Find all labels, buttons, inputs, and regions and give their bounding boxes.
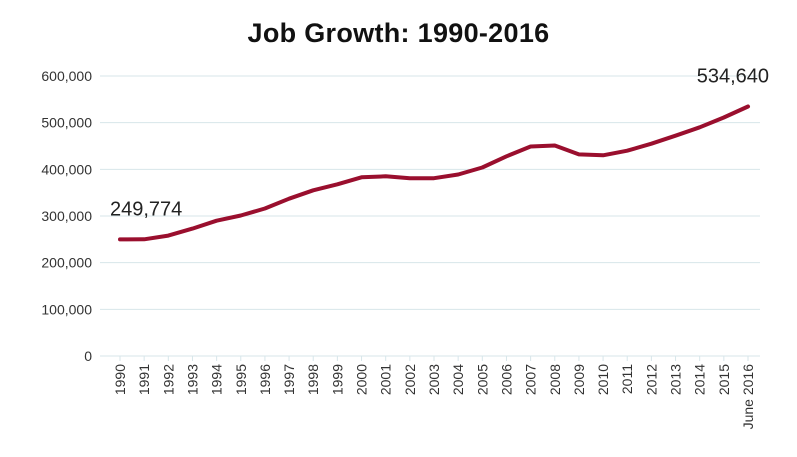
data-point-26 (746, 105, 750, 109)
data-point-4 (215, 219, 219, 223)
data-point-19 (577, 152, 581, 156)
data-point-21 (625, 149, 629, 153)
data-point-14 (456, 172, 460, 176)
x-tick-label-11: 2001 (378, 364, 394, 395)
data-point-23 (674, 134, 678, 138)
x-tick-label-4: 1994 (209, 364, 225, 395)
data-point-17 (529, 144, 533, 148)
x-tick-label-22: 2012 (643, 364, 659, 395)
data-point-13 (432, 176, 436, 180)
data-point-6 (263, 207, 267, 211)
x-tick-label-18: 2008 (547, 364, 563, 395)
data-point-9 (335, 182, 339, 186)
y-tick-label-3: 300,000 (41, 208, 92, 224)
data-point-3 (190, 227, 194, 231)
data-point-12 (408, 176, 412, 180)
data-point-10 (360, 175, 364, 179)
series-line-job-growth (118, 104, 750, 242)
x-tick-label-23: 2013 (668, 364, 684, 395)
data-point-18 (553, 144, 557, 148)
x-tick-label-2: 1992 (160, 364, 176, 395)
x-tick-label-6: 1996 (257, 364, 273, 395)
data-point-24 (698, 125, 702, 129)
data-point-15 (480, 165, 484, 169)
y-tick-label-2: 200,000 (41, 255, 92, 271)
data-point-16 (504, 154, 508, 158)
y-tick-label-0: 0 (84, 348, 92, 364)
data-point-7 (287, 197, 291, 201)
data-point-22 (649, 142, 653, 146)
x-tick-label-17: 2007 (523, 364, 539, 395)
data-point-2 (166, 234, 170, 238)
x-tick-label-14: 2004 (450, 364, 466, 395)
x-tick-label-21: 2011 (619, 364, 635, 394)
data-label-0: 249,774 (110, 198, 182, 220)
x-tick-label-24: 2014 (692, 364, 708, 395)
data-label-1: 534,640 (697, 66, 769, 88)
data-point-5 (239, 214, 243, 218)
x-tick-label-12: 2002 (402, 364, 418, 395)
x-tick-label-16: 2006 (498, 364, 514, 395)
y-tick-label-1: 100,000 (41, 301, 92, 317)
x-tick-label-25: 2015 (716, 364, 732, 395)
x-tick-label-10: 2000 (354, 364, 370, 395)
data-point-0 (118, 237, 122, 241)
x-tick-label-1: 1991 (136, 364, 152, 395)
x-tick-label-7: 1997 (281, 364, 297, 395)
x-tick-label-3: 1993 (184, 364, 200, 395)
y-tick-label-4: 400,000 (41, 161, 92, 177)
y-tick-label-6: 600,000 (41, 68, 92, 84)
x-tick-label-19: 2009 (571, 364, 587, 395)
x-tick-label-20: 2010 (595, 364, 611, 395)
data-point-1 (142, 237, 146, 241)
x-tick-label-26: June 2016 (740, 364, 756, 430)
y-tick-label-5: 500,000 (41, 115, 92, 131)
data-point-20 (601, 153, 605, 157)
x-tick-label-8: 1998 (305, 364, 321, 395)
data-point-8 (311, 188, 315, 192)
x-tick-label-15: 2005 (474, 364, 490, 395)
data-point-11 (384, 174, 388, 178)
x-tick-label-9: 1999 (329, 364, 345, 395)
x-tick-label-5: 1995 (233, 364, 249, 395)
x-tick-label-0: 1990 (112, 364, 128, 395)
data-point-25 (722, 116, 726, 120)
x-tick-label-13: 2003 (426, 364, 442, 395)
chart-title: Job Growth: 1990-2016 (247, 18, 550, 48)
